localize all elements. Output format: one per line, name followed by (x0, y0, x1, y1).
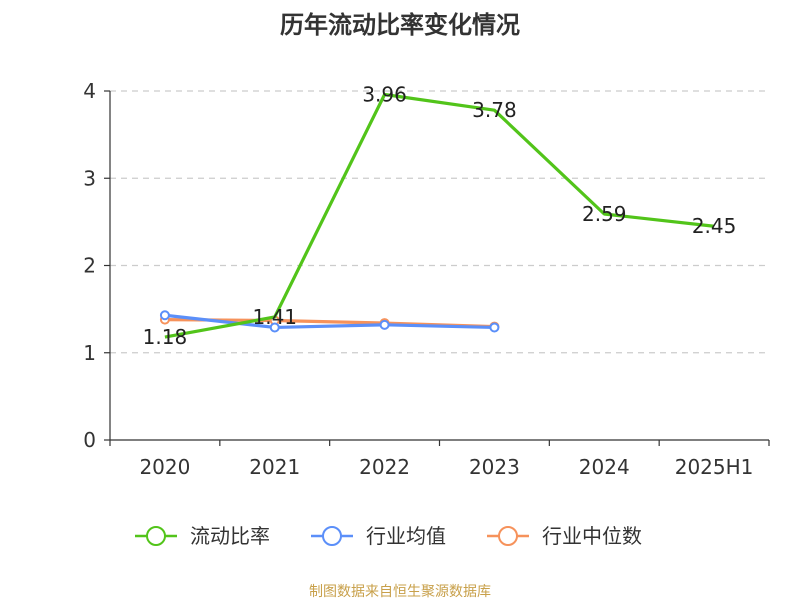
y-tick-label: 4 (83, 79, 96, 103)
x-tick-label: 2020 (139, 455, 190, 479)
y-tick-label: 1 (83, 341, 96, 365)
series-layer (159, 92, 715, 339)
legend-label: 流动比率 (190, 524, 270, 548)
x-tick-label: 2023 (469, 455, 520, 479)
x-tick-label: 2021 (249, 455, 300, 479)
data-label: 3.96 (362, 82, 407, 106)
legend-label: 行业中位数 (542, 524, 642, 548)
legend-marker (146, 526, 166, 546)
legend-marker (498, 526, 518, 546)
legend-item[interactable]: 行业均值 (311, 524, 446, 548)
data-source-caption: 制图数据来自恒生聚源数据库 (309, 584, 491, 600)
series-line (164, 92, 715, 339)
data-point (159, 310, 170, 321)
legend: 流动比率 行业均值 行业中位数 (135, 524, 642, 548)
data-label: 3.78 (472, 98, 517, 122)
data-label-layer: 1.18 1.41 3.96 3.78 2.59 2.45 (143, 82, 737, 349)
axis-layer: 0 1 2 3 4 2020 2021 2022 2023 2024 2025H1 (83, 79, 770, 479)
data-label: 2.45 (692, 214, 737, 238)
legend-item[interactable]: 流动比率 (135, 524, 270, 548)
x-tick-label: 2025H1 (675, 455, 754, 479)
data-point (379, 319, 390, 330)
data-label: 1.41 (252, 305, 297, 329)
x-tick-label: 2022 (359, 455, 410, 479)
data-label: 2.59 (582, 202, 627, 226)
chart-title: 历年流动比率变化情况 (280, 11, 520, 39)
y-tick-label: 2 (83, 254, 96, 278)
legend-marker (322, 526, 342, 546)
y-tick-label: 3 (83, 166, 96, 190)
data-label: 1.18 (143, 325, 188, 349)
x-tick-label: 2024 (579, 455, 630, 479)
series-line (164, 313, 495, 330)
legend-item[interactable]: 行业中位数 (487, 524, 642, 548)
y-tick-label: 0 (83, 428, 96, 452)
legend-label: 行业均值 (366, 524, 446, 548)
data-point (269, 322, 280, 333)
data-point (489, 322, 500, 333)
